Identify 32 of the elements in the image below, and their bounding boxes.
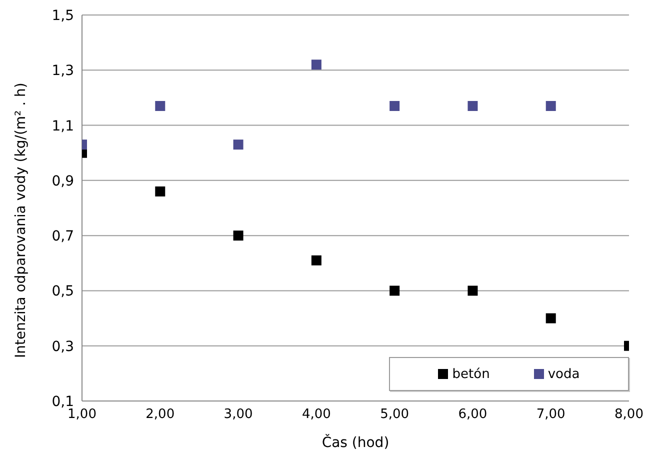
x-tick-label: 3,00 (224, 407, 253, 422)
y-tick-label: 0,3 (52, 338, 74, 355)
x-tick-label: 5,00 (380, 407, 410, 422)
point (311, 60, 322, 70)
x-tick-label: 6,00 (458, 407, 488, 422)
y-tick-label: 0,5 (52, 284, 74, 300)
point (468, 100, 478, 111)
point (468, 286, 478, 296)
x-tick-label: 2,00 (146, 407, 175, 422)
point (311, 255, 322, 266)
point (233, 230, 244, 241)
legend-label: betón (452, 366, 490, 382)
point (155, 186, 166, 196)
y-tick-label: 1,5 (52, 8, 74, 24)
y-tick-label: 0,1 (52, 394, 74, 410)
y-tick-label: 1,3 (52, 63, 74, 80)
point (546, 100, 556, 111)
x-tick-label: 4,00 (302, 407, 331, 422)
legend-label: voda (548, 366, 580, 382)
point (390, 286, 400, 296)
x-tick-label: 7,00 (536, 407, 566, 422)
x-axis-title: Čas (hod) (322, 434, 390, 451)
point (155, 100, 166, 111)
point (546, 313, 556, 324)
x-tick-label: 8,00 (614, 407, 644, 422)
point (390, 100, 400, 111)
x-tick-label: 1,00 (68, 407, 96, 422)
y-axis-title: Intenzita odparovania vody (kg/(m² . h) (12, 82, 29, 358)
point (233, 140, 244, 150)
y-tick-label: 1,1 (52, 118, 74, 134)
y-tick-label: 0,9 (52, 173, 74, 190)
y-tick-label: 0,7 (52, 228, 74, 245)
